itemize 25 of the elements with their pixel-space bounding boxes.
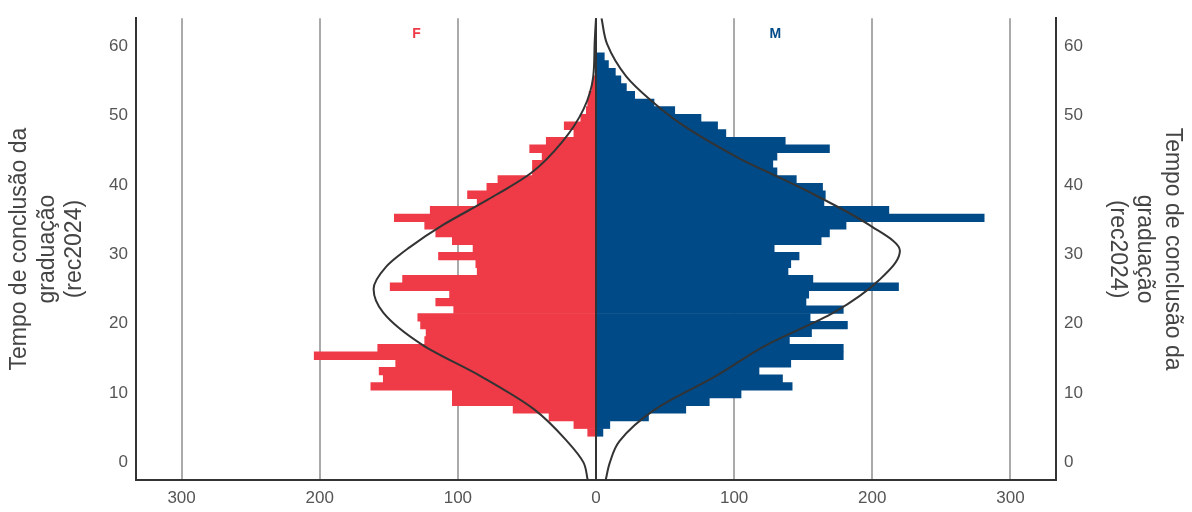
y-tick-label: 40: [109, 174, 128, 194]
x-tick-label: 200: [305, 487, 334, 507]
y2-tick-label: 50: [1064, 105, 1083, 125]
x-tick-label: 0: [591, 487, 601, 507]
y-tick-label: 10: [109, 382, 128, 402]
text: M: [769, 25, 782, 42]
x-tick-label: 100: [719, 487, 749, 507]
x-tick-label: 300: [167, 487, 196, 507]
x-tick-label: 200: [858, 487, 887, 507]
y2-tick-label: 60: [1064, 35, 1083, 55]
y2-axis-title: Tempo de conclusão da graduação (rec2024): [1105, 127, 1187, 371]
y-tick-label: 20: [109, 313, 128, 333]
x-tick-label: 300: [996, 487, 1025, 507]
y2-tick-label: 30: [1064, 244, 1083, 263]
y2-tick-label: 10: [1064, 382, 1083, 402]
x-tick-label: 100: [443, 487, 473, 507]
y-axis-title: Tempo de conclusão da graduação (rec2024): [5, 127, 87, 371]
y2-tick-label: 20: [1064, 313, 1083, 333]
y-tick-label: 60: [109, 35, 128, 55]
y-tick-label: 0: [118, 452, 128, 472]
y2-tick-label: 0: [1064, 452, 1074, 472]
y-tick-label: 30: [109, 244, 128, 263]
y2-tick-label: 40: [1064, 174, 1083, 194]
text: F: [412, 25, 422, 42]
y-tick-label: 50: [109, 105, 128, 125]
